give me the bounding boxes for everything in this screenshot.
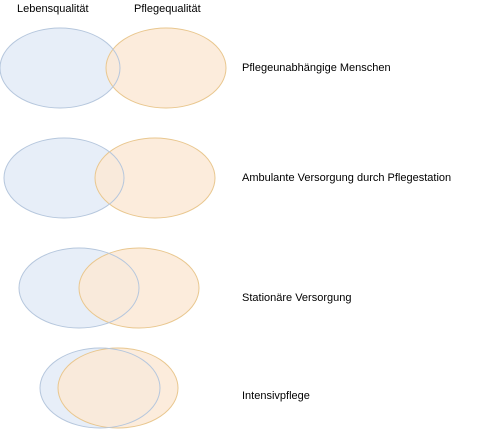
row-label-pflegeunabhaengig: Pflegeunabhängige Menschen [242,62,391,74]
venn-row-4 [39,347,179,429]
header-lebensqualitaet: Lebensqualität [17,3,89,15]
circle-lebensqualitaet-outline [3,137,125,219]
circle-pflegequalitaet [57,347,179,429]
circle-lebensqualitaet-outline [0,27,121,109]
circle-lebensqualitaet-outline [39,347,161,429]
circle-lebensqualitaet-outline [18,247,140,329]
header-pflegequalitaet: Pflegequalität [134,3,201,15]
row-label-ambulant: Ambulante Versorgung durch Pflegestation [242,172,452,184]
venn-row-1 [0,27,227,109]
circle-lebensqualitaet [4,138,124,218]
circle-lebensqualitaet [0,28,120,108]
row-label-intensivpflege: Intensivpflege [242,390,310,402]
row-label-stationaer: Stationäre Versorgung [242,292,352,304]
venn-row-2 [3,137,216,219]
venn-row-3 [18,247,200,329]
circle-pflegequalitaet [105,27,227,109]
circle-pflegequalitaet [94,137,216,219]
